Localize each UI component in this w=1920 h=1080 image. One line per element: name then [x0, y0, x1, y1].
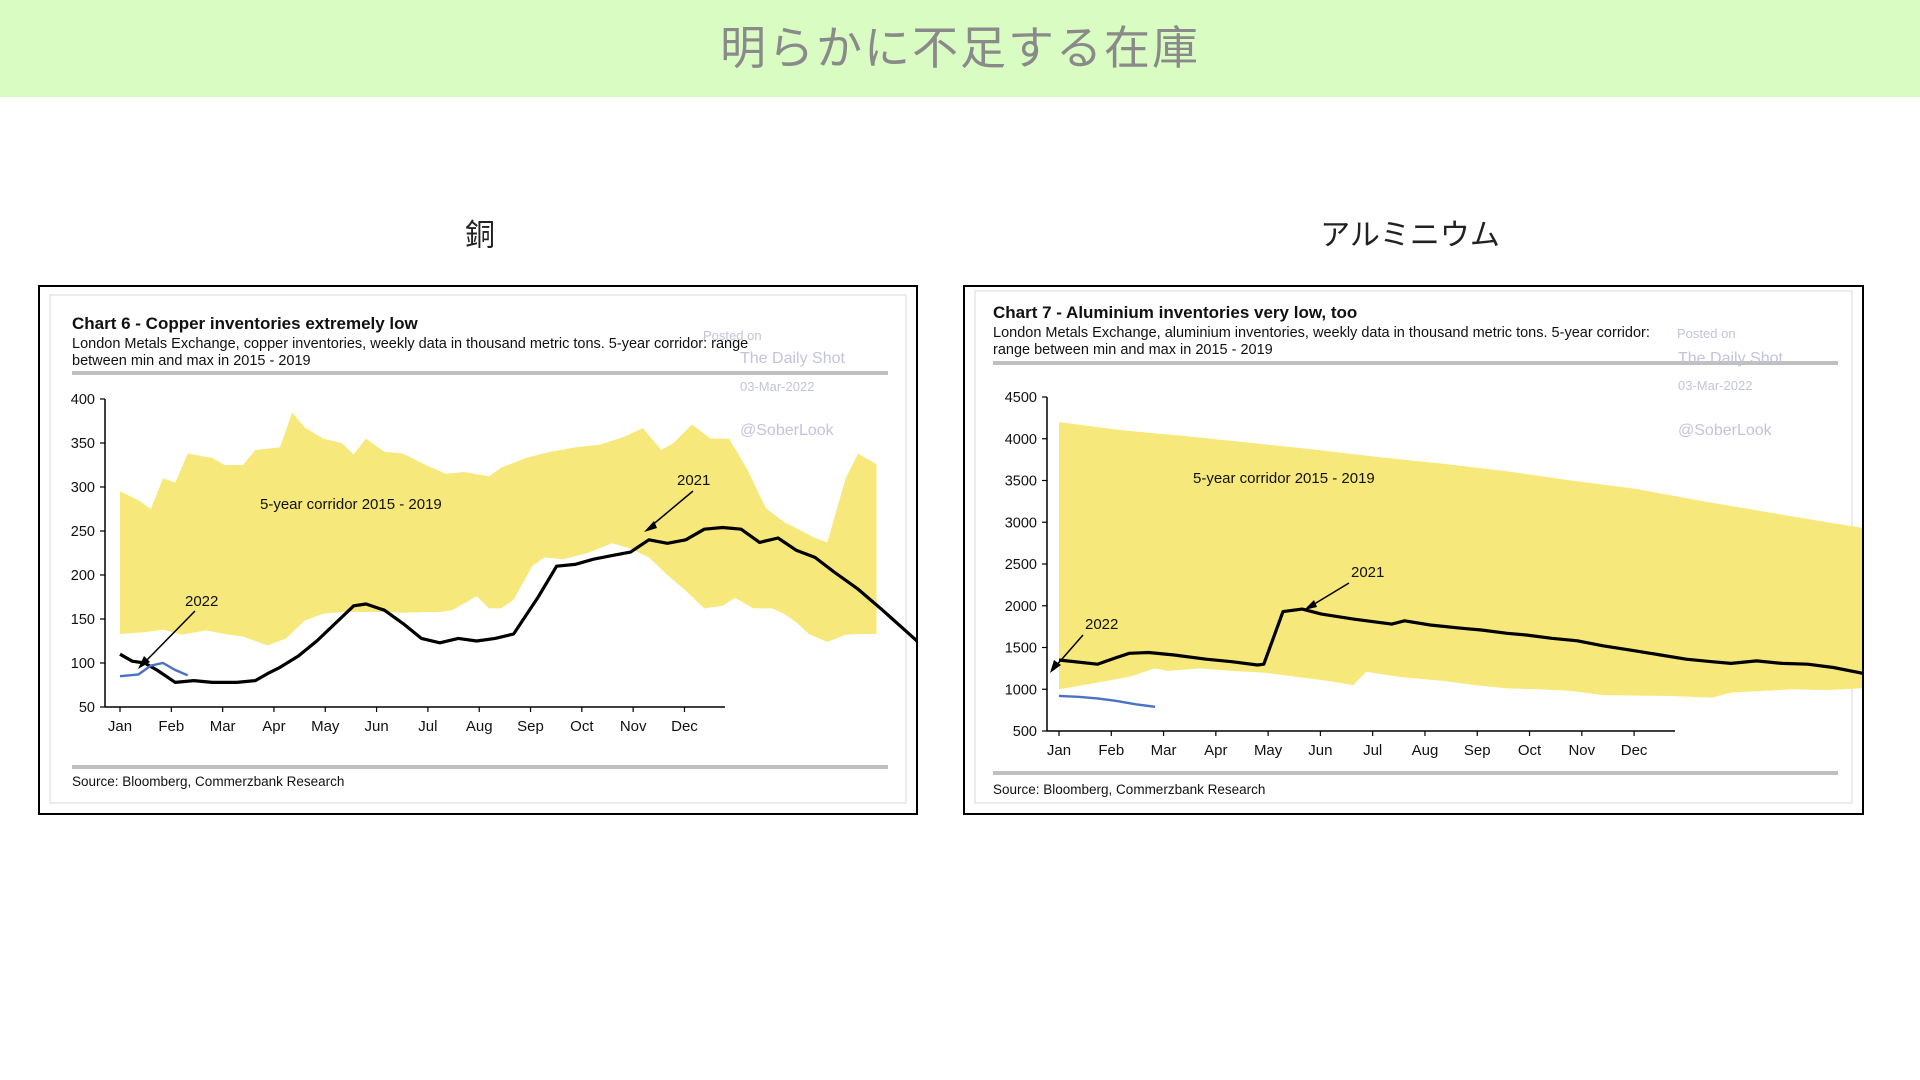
y-tick-label: 1000 [1005, 682, 1037, 698]
y-tick-label: 3000 [1005, 515, 1037, 531]
aluminium-arrow-2021 [1310, 582, 1350, 607]
aluminium-corridor-label: 5-year corridor 2015 - 2019 [1193, 470, 1375, 487]
copper-source: Source: Bloomberg, Commerzbank Research [72, 774, 344, 789]
aluminium-line-2021 [1058, 607, 1862, 675]
y-tick-label: 2000 [1005, 599, 1037, 615]
copper-arrow-2021-head [644, 521, 657, 532]
copper-chart-frame: Chart 6 - Copper inventories extremely l… [38, 285, 918, 815]
y-tick-label: 1500 [1005, 641, 1037, 657]
x-tick-label: Aug [1412, 742, 1439, 759]
x-tick-label: Sep [1464, 742, 1491, 759]
x-tick-label: Nov [620, 718, 647, 735]
copper-corridor-label: 5-year corridor 2015 - 2019 [260, 496, 442, 513]
x-tick-label: Jan [108, 718, 132, 735]
y-tick-label: 200 [71, 568, 95, 584]
aluminium-arrow-2021-head [1304, 600, 1317, 610]
copper-line-2021 [119, 525, 916, 684]
copper-watermark-date: 03-Mar-2022 [740, 379, 814, 394]
aluminium-annotation-2022: 2022 [1085, 616, 1118, 633]
aluminium-corridor-band [1059, 422, 1862, 698]
aluminium-axes: 4500 4000 3500 3000 2500 2000 1500 1000 500 Jan Fe… [1005, 390, 1675, 759]
aluminium-watermark-date: 03-Mar-2022 [1678, 378, 1752, 393]
aluminium-watermark-source: The Daily Shot [1678, 350, 1783, 367]
panel-label-copper: 銅 [465, 218, 495, 253]
copper-chart-subtitle-2: between min and max in 2015 - 2019 [72, 353, 311, 369]
y-tick-label: 500 [1013, 724, 1037, 740]
x-tick-label: Dec [671, 718, 698, 735]
x-tick-label: Dec [1621, 742, 1648, 759]
x-tick-label: Feb [158, 718, 184, 735]
copper-arrow-2022-head [138, 656, 150, 669]
x-tick-label: Feb [1098, 742, 1124, 759]
x-tick-label: Jul [1363, 742, 1382, 759]
x-tick-label: Mar [1151, 742, 1177, 759]
title-banner [0, 0, 1920, 97]
copper-watermark-handle: @SoberLook [740, 422, 835, 439]
copper-arrow-2022 [143, 610, 196, 664]
x-tick-label: May [311, 718, 340, 735]
y-tick-label: 4000 [1005, 432, 1037, 448]
copper-chart-title: Chart 6 - Copper inventories extremely l… [72, 314, 419, 333]
x-tick-label: Sep [517, 718, 544, 735]
y-tick-label: 2500 [1005, 557, 1037, 573]
aluminium-arrow-2022 [1054, 634, 1084, 668]
y-tick-label: 4500 [1005, 390, 1037, 406]
y-tick-label: 50 [79, 700, 95, 716]
x-tick-label: Oct [570, 718, 594, 735]
copper-corridor-band [120, 412, 877, 646]
x-tick-label: Aug [466, 718, 493, 735]
copper-watermark-source: The Daily Shot [740, 350, 845, 367]
copper-axes: 400 350 300 250 200 150 100 50 Jan Feb Mar Apr May Ju… [71, 392, 725, 735]
aluminium-source: Source: Bloomberg, Commerzbank Research [993, 782, 1265, 797]
aluminium-chart-subtitle-1: London Metals Exchange, aluminium invent… [993, 325, 1650, 341]
aluminium-chart: Chart 7 - Aluminium inventories very low… [974, 290, 1862, 804]
copper-line-2022 [119, 661, 189, 678]
x-tick-label: Jan [1047, 742, 1071, 759]
aluminium-chart-subtitle-2: range between min and max in 2015 - 2019 [993, 342, 1273, 358]
y-tick-label: 400 [71, 392, 95, 408]
copper-annotation-2022: 2022 [185, 593, 218, 610]
x-tick-label: Jul [418, 718, 437, 735]
aluminium-chart-frame: Chart 7 - Aluminium inventories very low… [963, 285, 1864, 815]
x-tick-label: Mar [210, 718, 236, 735]
aluminium-watermark-handle: @SoberLook [1678, 422, 1773, 439]
copper-chart: Chart 6 - Copper inventories extremely l… [49, 294, 916, 804]
x-tick-label: Nov [1568, 742, 1595, 759]
aluminium-watermark-posted: Posted on [1677, 326, 1736, 341]
aluminium-annotation-2021: 2021 [1351, 564, 1384, 581]
x-tick-label: Jun [364, 718, 388, 735]
x-tick-label: May [1254, 742, 1283, 759]
y-tick-label: 150 [71, 612, 95, 628]
copper-arrow-2021 [649, 490, 694, 528]
x-tick-label: Oct [1518, 742, 1542, 759]
x-tick-label: Apr [1204, 742, 1227, 759]
y-tick-label: 100 [71, 656, 95, 672]
y-tick-label: 300 [71, 480, 95, 496]
aluminium-line-2022 [1058, 694, 1156, 708]
y-tick-label: 3500 [1005, 474, 1037, 490]
page-title: 明らかに不足する在庫 [720, 21, 1200, 75]
y-tick-label: 250 [71, 524, 95, 540]
x-tick-label: Jun [1308, 742, 1332, 759]
aluminium-arrow-2022-head [1050, 660, 1061, 673]
y-tick-label: 350 [71, 436, 95, 452]
copper-annotation-2021: 2021 [677, 472, 710, 489]
panel-label-aluminium: アルミニウム [1320, 218, 1500, 253]
x-tick-label: Apr [262, 718, 285, 735]
copper-watermark-posted: Posted on [703, 328, 762, 343]
aluminium-chart-title: Chart 7 - Aluminium inventories very low… [993, 303, 1357, 322]
copper-chart-subtitle-1: London Metals Exchange, copper inventori… [72, 336, 748, 352]
